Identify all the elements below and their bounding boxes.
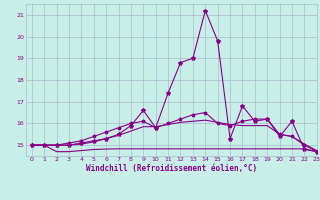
- X-axis label: Windchill (Refroidissement éolien,°C): Windchill (Refroidissement éolien,°C): [86, 164, 257, 173]
